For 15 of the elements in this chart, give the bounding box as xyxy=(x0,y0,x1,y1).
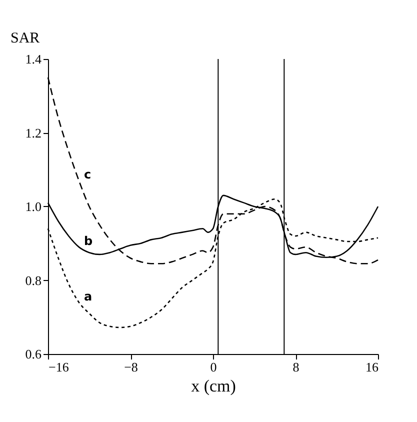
y-tick-label: 1.0 xyxy=(25,199,42,214)
y-tick-label: 0.6 xyxy=(25,346,42,362)
x-tick-label: −16 xyxy=(48,360,70,374)
y-axis-title: SAR xyxy=(10,30,40,46)
y-tick-label: 1.4 xyxy=(25,52,42,66)
x-tick-label: −8 xyxy=(124,360,138,374)
y-tick-label: 0.8 xyxy=(25,272,42,288)
series-label: b xyxy=(84,234,93,248)
x-tick-label: 16 xyxy=(366,360,379,374)
y-tick-label: 1.2 xyxy=(25,125,42,140)
series-label: c xyxy=(84,168,92,182)
x-tick-label: 0 xyxy=(210,360,217,374)
x-tick-label: 8 xyxy=(292,360,300,374)
series-label: a xyxy=(84,289,92,304)
x-axis-title: x (cm) xyxy=(191,376,236,396)
